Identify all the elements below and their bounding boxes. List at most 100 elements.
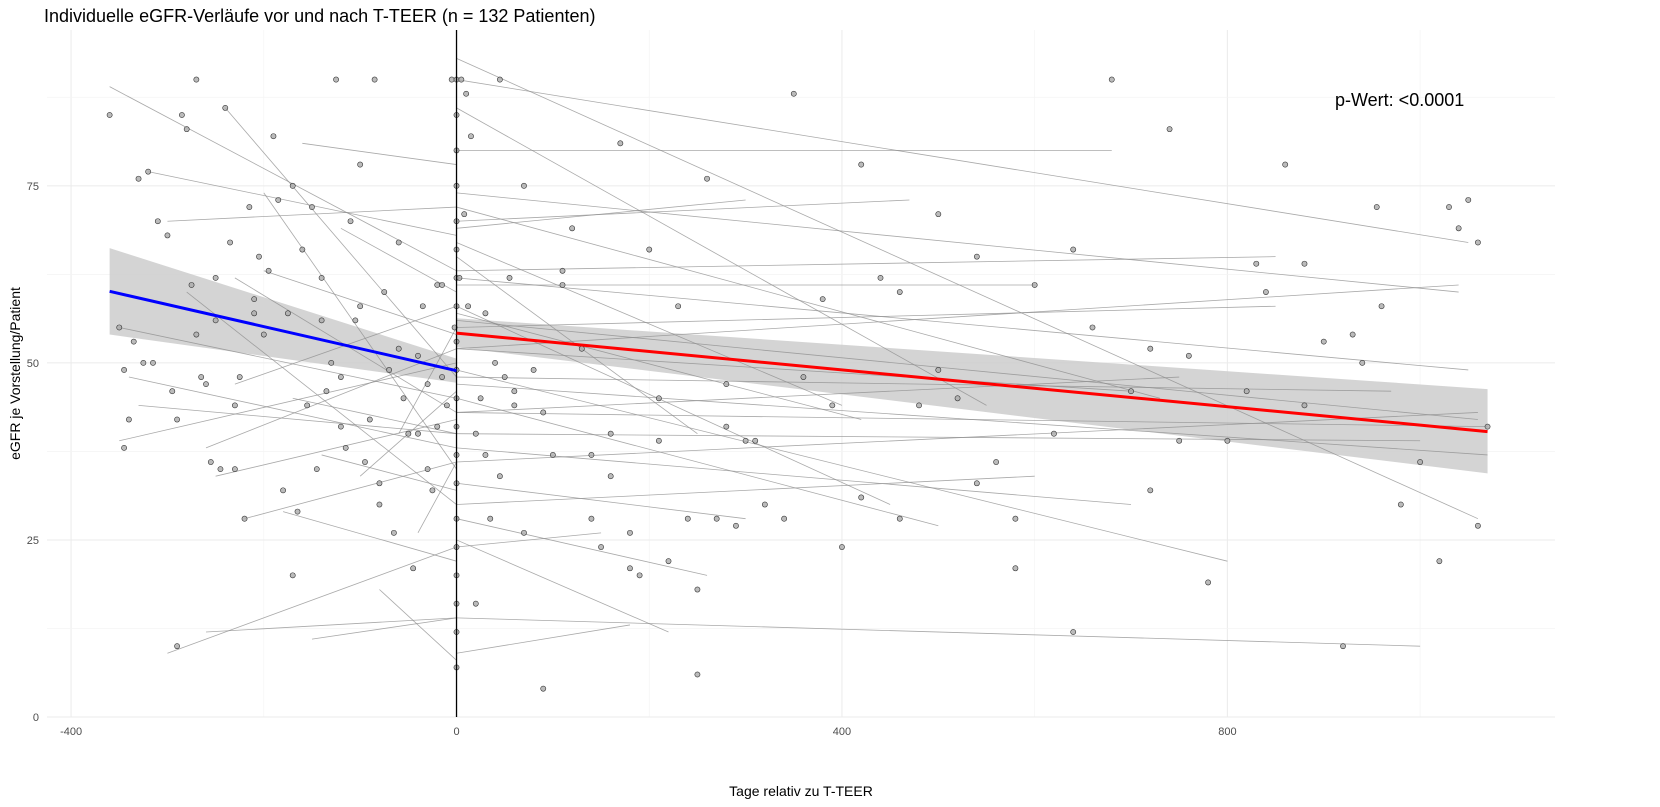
data-point (521, 182, 527, 189)
patient-line (456, 433, 1421, 442)
data-point (405, 430, 412, 437)
data-point (304, 402, 311, 409)
data-point (896, 289, 903, 295)
data-point (193, 331, 200, 338)
data-point (169, 388, 176, 395)
data-point (1205, 579, 1212, 586)
chart-title: Individuelle eGFR-Verläufe vor und nach … (44, 6, 596, 26)
y-tick-label: 0 (33, 712, 39, 724)
data-point (333, 76, 339, 83)
x-axis-ticks: -400 0 400 800 (60, 726, 1236, 738)
data-point (323, 388, 330, 395)
data-point (636, 572, 643, 579)
data-point (482, 452, 489, 458)
patient-line (379, 589, 457, 661)
data-point (256, 253, 262, 260)
data-point (1436, 558, 1443, 565)
data-point (357, 303, 364, 310)
data-point (362, 459, 368, 465)
data-point (1108, 76, 1115, 83)
y-axis-title: eGFR je Vorstellung/Patient (7, 287, 23, 460)
data-point (456, 274, 463, 281)
data-point (265, 267, 272, 274)
data-point (236, 374, 243, 380)
patient-line (417, 461, 457, 534)
data-point (1089, 324, 1096, 331)
data-point (973, 480, 980, 487)
data-point (559, 282, 566, 288)
patient-line (224, 107, 457, 378)
data-point (1475, 522, 1481, 529)
data-point (540, 409, 547, 416)
data-point (1359, 359, 1366, 366)
x-tick-label: 400 (833, 726, 851, 738)
data-point (627, 529, 633, 536)
patient-line (456, 284, 1459, 350)
y-tick-label: 25 (27, 535, 39, 547)
data-point (313, 466, 320, 473)
data-point (458, 76, 465, 83)
data-point (1147, 487, 1154, 494)
data-point (289, 182, 296, 189)
data-point (935, 211, 942, 218)
data-point (877, 274, 884, 281)
patient-line (456, 376, 1392, 392)
data-point (121, 367, 127, 373)
patient-line (456, 539, 669, 633)
data-point (1465, 197, 1472, 203)
patient-trajectories (109, 57, 1488, 661)
data-point (424, 381, 431, 388)
data-point (150, 359, 156, 366)
data-point (468, 133, 474, 140)
patient-line (456, 256, 1276, 272)
patient-line (456, 475, 1035, 505)
data-point (1128, 388, 1134, 395)
data-point (337, 423, 344, 430)
patient-line (263, 192, 457, 470)
data-point (1301, 402, 1308, 409)
patient-line (456, 624, 631, 654)
data-point (1446, 204, 1452, 210)
patient-line (119, 327, 457, 399)
data-point (415, 430, 421, 437)
data-point (222, 105, 229, 111)
data-point (371, 76, 378, 83)
data-point (395, 345, 402, 352)
data-point (530, 367, 537, 373)
data-point (328, 359, 335, 366)
data-point (627, 565, 633, 572)
data-point (472, 430, 479, 437)
data-point (280, 487, 286, 494)
data-point (646, 246, 653, 253)
data-point (800, 374, 807, 380)
data-point (829, 402, 836, 409)
data-point (284, 310, 291, 317)
data-point (1340, 643, 1346, 650)
patient-line (456, 412, 1488, 428)
data-point (511, 402, 518, 409)
data-point (145, 168, 152, 175)
data-point (1147, 345, 1154, 352)
data-point (1378, 303, 1385, 310)
data-point (684, 515, 691, 522)
data-point (1051, 430, 1057, 437)
data-point (231, 402, 238, 409)
data-point (415, 352, 421, 359)
data-point (410, 565, 417, 572)
data-point (270, 133, 277, 140)
data-point (935, 367, 942, 373)
patient-line (456, 206, 1161, 399)
data-point (1185, 352, 1192, 359)
data-point (598, 544, 604, 550)
patient-line (456, 376, 1180, 413)
data-point (1455, 225, 1462, 232)
data-point (713, 515, 720, 522)
data-point (337, 374, 344, 380)
data-point (588, 515, 595, 522)
data-point (655, 395, 662, 402)
data-point (1263, 289, 1269, 295)
data-point (231, 466, 238, 473)
data-point (607, 430, 614, 437)
data-point (381, 289, 388, 295)
